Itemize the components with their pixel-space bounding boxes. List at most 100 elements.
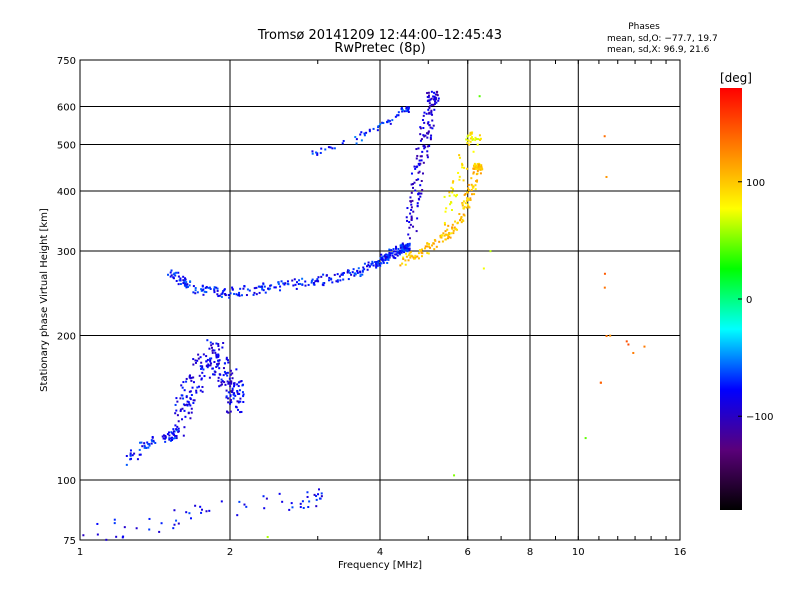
data-point: [279, 289, 282, 292]
data-point: [199, 389, 202, 392]
y-tick-label: 400: [57, 187, 76, 198]
data-point: [431, 113, 434, 116]
data-point: [317, 488, 320, 491]
data-point: [172, 276, 175, 279]
data-point: [202, 288, 205, 291]
data-point: [229, 410, 232, 413]
data-point: [178, 279, 181, 282]
data-point: [227, 397, 230, 400]
data-point: [469, 131, 472, 134]
data-point: [426, 122, 429, 125]
data-point: [257, 285, 260, 288]
data-point: [253, 287, 256, 290]
y-tick-label: 200: [57, 332, 76, 343]
data-point: [179, 397, 182, 400]
data-point: [409, 256, 412, 259]
data-point: [172, 430, 175, 433]
data-point: [414, 189, 417, 192]
data-point: [415, 166, 418, 169]
data-point: [476, 165, 479, 168]
data-point: [466, 191, 469, 194]
data-point: [393, 250, 396, 253]
data-point: [416, 217, 419, 220]
data-point: [418, 198, 421, 201]
data-point: [320, 495, 323, 498]
data-point: [179, 410, 182, 413]
data-point: [224, 293, 227, 296]
data-point: [211, 349, 214, 352]
data-point: [474, 139, 477, 142]
data-point: [430, 97, 433, 100]
data-point: [185, 511, 188, 514]
data-point: [406, 250, 409, 253]
data-point: [181, 418, 184, 421]
data-point: [174, 412, 177, 415]
data-point: [203, 375, 206, 378]
data-point: [428, 144, 431, 147]
data-point: [456, 193, 459, 196]
data-point: [215, 353, 218, 356]
data-point: [200, 288, 203, 291]
data-point: [445, 207, 448, 210]
data-point: [480, 168, 483, 171]
data-point: [208, 286, 211, 289]
data-point: [211, 373, 214, 376]
data-point: [322, 282, 325, 285]
data-point: [207, 363, 210, 366]
data-point: [449, 236, 452, 239]
data-point: [340, 273, 343, 276]
data-point: [418, 249, 421, 252]
data-point: [398, 251, 401, 254]
data-point: [298, 279, 301, 282]
data-point: [374, 261, 377, 264]
data-point: [319, 151, 322, 154]
data-point: [408, 247, 411, 250]
data-point: [192, 285, 195, 288]
data-point: [342, 278, 345, 281]
data-point: [407, 108, 410, 111]
data-point: [263, 507, 266, 510]
data-point: [404, 246, 407, 249]
data-point: [194, 292, 197, 295]
data-point: [433, 238, 436, 241]
data-point: [431, 119, 434, 122]
data-point: [237, 293, 240, 296]
data-point: [375, 265, 378, 268]
x-tick-label: 16: [674, 547, 687, 558]
data-point: [406, 243, 409, 246]
data-point: [458, 156, 461, 159]
data-point: [429, 136, 432, 139]
data-point: [125, 454, 128, 457]
data-point: [200, 361, 203, 364]
data-point: [189, 404, 192, 407]
data-point: [442, 232, 445, 235]
data-point: [158, 530, 161, 533]
data-point: [391, 254, 394, 257]
data-point: [375, 262, 378, 265]
data-point: [201, 365, 204, 368]
data-point: [316, 279, 319, 282]
data-point: [299, 502, 302, 505]
data-point: [405, 243, 408, 246]
data-point: [415, 148, 418, 151]
data-point: [407, 254, 410, 257]
data-point: [248, 289, 251, 292]
data-point: [427, 94, 430, 97]
data-point: [255, 293, 258, 296]
data-point: [231, 288, 234, 291]
data-point: [282, 282, 285, 285]
data-point: [405, 110, 408, 113]
data-point: [284, 282, 287, 285]
data-point: [183, 426, 186, 429]
data-point: [197, 357, 200, 360]
data-point: [422, 161, 425, 164]
data-point: [461, 166, 464, 169]
data-point: [356, 271, 359, 274]
data-point: [468, 198, 471, 201]
data-point: [168, 437, 171, 440]
data-point: [265, 497, 268, 500]
data-point: [473, 165, 476, 168]
data-point: [423, 135, 426, 138]
data-point: [354, 136, 357, 139]
data-point: [336, 280, 339, 283]
